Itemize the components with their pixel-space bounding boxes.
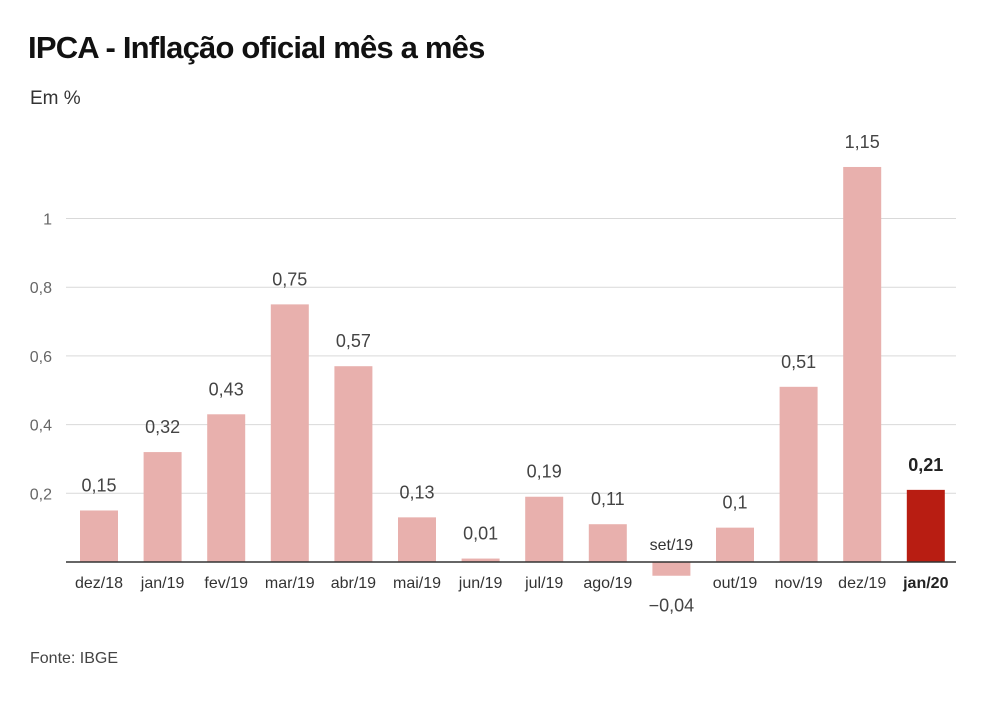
bar bbox=[652, 562, 691, 576]
bar-chart: 0,2 0,4 0,6 0,8 1 0,15 dez/18 0,32 jan/19 0,43 fev… bbox=[30, 132, 956, 616]
category-label: jan/19 bbox=[140, 575, 185, 592]
chart-subtitle: Em % bbox=[30, 88, 81, 109]
bar bbox=[270, 304, 309, 562]
category-label: ago/19 bbox=[583, 575, 632, 592]
category-label: jul/19 bbox=[524, 575, 563, 592]
value-label: 0,13 bbox=[399, 482, 434, 502]
value-label: 0,1 bbox=[722, 493, 747, 513]
y-tick-label: 0,2 bbox=[30, 486, 52, 503]
value-label: 0,01 bbox=[463, 524, 498, 544]
category-label: fev/19 bbox=[204, 575, 248, 592]
category-label: jun/19 bbox=[458, 575, 503, 592]
bar bbox=[80, 510, 118, 562]
bar bbox=[461, 558, 500, 562]
category-label: mar/19 bbox=[265, 575, 315, 592]
chart-title: IPCA - Inflação oficial mês a mês bbox=[28, 30, 485, 65]
category-label: dez/19 bbox=[838, 575, 886, 592]
value-label: 0,19 bbox=[527, 462, 562, 482]
bar bbox=[143, 452, 182, 562]
value-label: 0,57 bbox=[336, 331, 371, 351]
category-label: abr/19 bbox=[331, 575, 376, 592]
bar bbox=[207, 414, 246, 562]
bar bbox=[843, 166, 882, 562]
bar bbox=[716, 527, 754, 562]
value-label: 0,21 bbox=[908, 455, 943, 475]
y-tick-label: 0,6 bbox=[30, 349, 52, 366]
bars bbox=[66, 166, 956, 576]
value-label: 0,43 bbox=[209, 379, 244, 399]
grid-lines bbox=[66, 218, 956, 494]
category-label: mai/19 bbox=[393, 575, 441, 592]
source-note: Fonte: IBGE bbox=[30, 650, 119, 667]
value-label: 0,32 bbox=[145, 417, 180, 437]
y-tick-label: 0,4 bbox=[30, 418, 52, 435]
category-label: jan/20 bbox=[902, 575, 948, 592]
bar bbox=[588, 524, 627, 562]
value-label: 0,15 bbox=[81, 475, 116, 495]
bar bbox=[525, 496, 564, 562]
bar bbox=[906, 489, 945, 562]
y-tick-label: 1 bbox=[43, 212, 52, 229]
value-label: 1,15 bbox=[845, 132, 880, 152]
category-label: out/19 bbox=[713, 575, 758, 592]
bar bbox=[334, 366, 373, 562]
labels: 0,2 0,4 0,6 0,8 1 0,15 dez/18 0,32 jan/19 0,43 fev… bbox=[30, 132, 949, 616]
category-label: set/19 bbox=[650, 537, 694, 554]
category-label: dez/18 bbox=[75, 575, 123, 592]
y-tick-label: 0,8 bbox=[30, 280, 52, 297]
category-label: nov/19 bbox=[775, 575, 823, 592]
bar bbox=[398, 517, 436, 562]
value-label: 0,51 bbox=[781, 352, 816, 372]
value-label: 0,75 bbox=[272, 269, 307, 289]
value-label: 0,11 bbox=[591, 489, 625, 509]
bar bbox=[779, 386, 818, 562]
value-label: −0,04 bbox=[649, 596, 695, 616]
